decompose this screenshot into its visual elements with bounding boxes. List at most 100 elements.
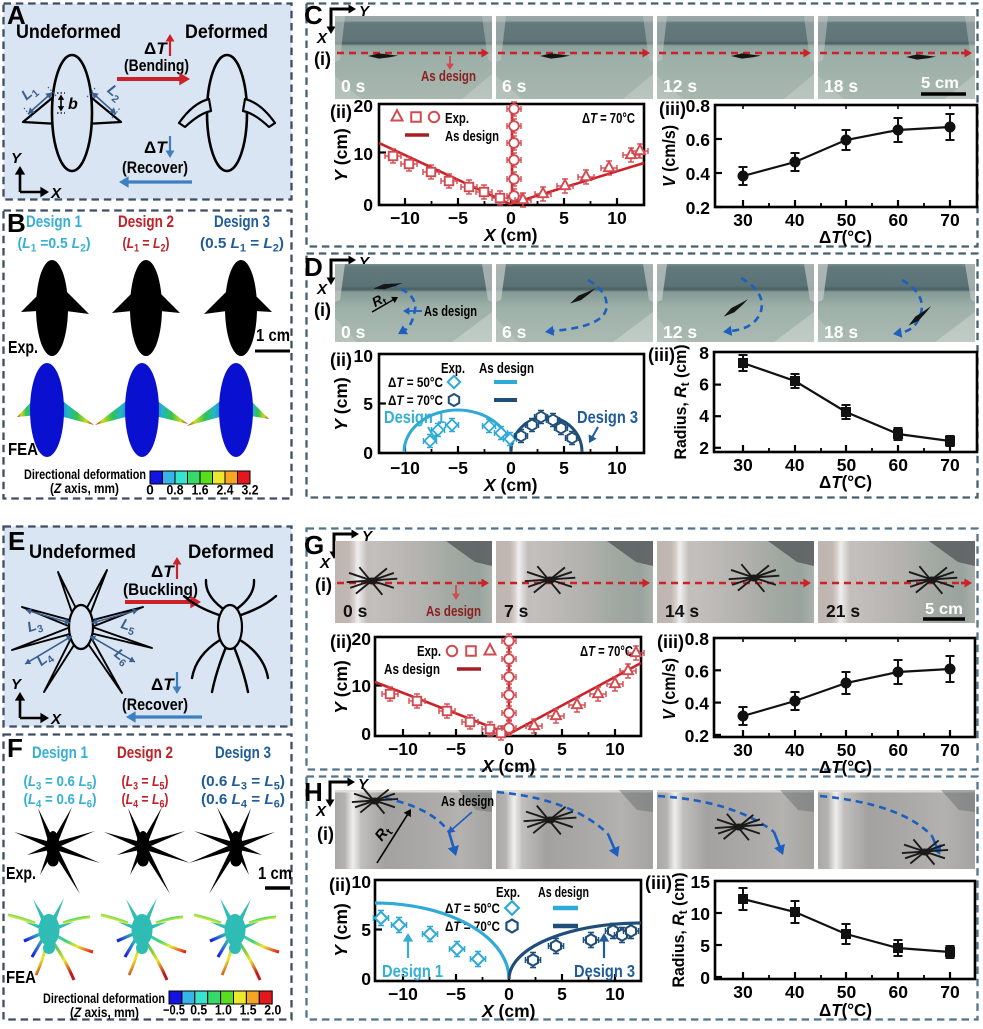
svg-text:As design: As design (441, 794, 494, 810)
svg-text:15: 15 (691, 872, 711, 892)
svg-text:(Buckling): (Buckling) (123, 580, 198, 599)
svg-text:40: 40 (785, 455, 805, 475)
svg-text:(ii): (ii) (330, 102, 352, 122)
svg-text:Design 3: Design 3 (214, 212, 270, 231)
svg-text:0.2: 0.2 (686, 198, 711, 218)
svg-text:Exp.: Exp. (417, 644, 441, 660)
svg-text:0 s: 0 s (341, 76, 366, 96)
svg-text:X (cm): X (cm) (483, 475, 538, 495)
svg-text:1.0: 1.0 (215, 1003, 232, 1018)
svg-text:(Z axis, mm): (Z axis, mm) (70, 1005, 139, 1020)
svg-text:(Recover): (Recover) (122, 158, 188, 177)
svg-text:X: X (316, 30, 328, 47)
svg-text:Y (cm): Y (cm) (331, 903, 351, 957)
svg-text:As design: As design (421, 69, 476, 85)
svg-text:Radius, Rt (cm): Radius, Rt (cm) (670, 873, 690, 988)
svg-text:(Recover): (Recover) (122, 695, 188, 714)
svg-text:ΔT: ΔT (151, 562, 175, 581)
svg-text:10: 10 (352, 872, 372, 892)
svg-text:(L4 = 0.6 L6): (L4 = 0.6 L6) (24, 791, 97, 811)
svg-text:Deformed: Deformed (185, 21, 268, 43)
svg-text:F: F (7, 733, 23, 763)
svg-text:C: C (304, 0, 323, 30)
svg-text:20: 20 (354, 96, 374, 116)
svg-text:(L1 =0.5 L2): (L1 =0.5 L2) (18, 235, 91, 255)
svg-text:(i): (i) (314, 300, 331, 320)
svg-text:10: 10 (607, 208, 627, 228)
svg-text:(iii): (iii) (657, 632, 684, 652)
svg-text:0.2: 0.2 (685, 726, 710, 746)
svg-text:1 cm: 1 cm (258, 863, 292, 883)
svg-text:30: 30 (733, 740, 753, 760)
svg-text:(i): (i) (317, 824, 334, 844)
svg-text:14 s: 14 s (665, 601, 699, 621)
svg-text:0.6: 0.6 (686, 130, 711, 150)
svg-text:(iii): (iii) (659, 99, 686, 119)
svg-text:FEA: FEA (6, 967, 36, 987)
svg-text:5: 5 (700, 936, 710, 956)
svg-text:21 s: 21 s (826, 601, 860, 621)
svg-text:ΔT = 70°C: ΔT = 70°C (582, 111, 635, 127)
svg-text:(ii): (ii) (330, 632, 352, 652)
svg-text:V (cm/s): V (cm/s) (659, 658, 679, 720)
svg-text:FEA: FEA (8, 439, 38, 459)
svg-text:X (cm): X (cm) (481, 756, 536, 776)
svg-text:−5: −5 (448, 208, 468, 228)
svg-text:As design: As design (384, 662, 440, 678)
svg-text:10: 10 (607, 458, 627, 478)
svg-text:Design 1: Design 1 (382, 961, 443, 981)
svg-text:Design 2: Design 2 (117, 743, 173, 762)
svg-text:60: 60 (889, 740, 909, 760)
svg-text:Design 3: Design 3 (574, 961, 635, 981)
svg-text:4: 4 (699, 406, 709, 426)
svg-text:X (cm): X (cm) (483, 225, 538, 245)
svg-text:70: 70 (940, 455, 960, 475)
svg-text:2.4: 2.4 (217, 483, 234, 498)
svg-text:5: 5 (363, 394, 373, 414)
svg-text:−10: −10 (388, 739, 418, 759)
svg-text:−5: −5 (446, 984, 466, 1004)
svg-text:B: B (7, 208, 26, 238)
svg-text:10: 10 (354, 144, 374, 164)
svg-text:−0.5: −0.5 (163, 1003, 185, 1018)
svg-text:Design 2: Design 2 (118, 212, 174, 231)
svg-text:0: 0 (361, 724, 371, 744)
svg-text:As design: As design (538, 885, 589, 901)
svg-text:ΔT(°C): ΔT(°C) (819, 757, 872, 777)
svg-text:5: 5 (361, 920, 371, 940)
svg-text:12 s: 12 s (663, 76, 697, 96)
svg-text:18 s: 18 s (824, 76, 858, 96)
svg-text:20: 20 (352, 629, 372, 649)
svg-text:5: 5 (557, 739, 567, 759)
svg-text:Deformed: Deformed (188, 541, 274, 563)
svg-text:6: 6 (699, 375, 709, 395)
svg-text:ΔT(°C): ΔT(°C) (819, 472, 872, 492)
svg-text:Undeformed: Undeformed (29, 541, 136, 563)
svg-text:Directional deformation: Directional deformation (24, 467, 146, 482)
svg-text:As design: As design (479, 361, 534, 377)
svg-text:8: 8 (699, 343, 709, 363)
svg-text:ΔT = 50°C: ΔT = 50°C (388, 375, 443, 390)
svg-text:70: 70 (940, 210, 960, 230)
svg-text:5 cm: 5 cm (925, 601, 963, 618)
svg-text:X: X (316, 281, 328, 298)
svg-text:0: 0 (700, 968, 710, 988)
svg-text:X: X (315, 803, 327, 820)
svg-text:As design: As design (424, 304, 477, 320)
svg-text:6 s: 6 s (502, 76, 527, 96)
svg-text:D: D (304, 252, 323, 282)
svg-text:60: 60 (889, 210, 909, 230)
svg-text:2: 2 (699, 438, 709, 458)
svg-text:E: E (8, 526, 25, 556)
svg-text:Exp.: Exp. (6, 863, 36, 883)
svg-text:Design 1: Design 1 (32, 743, 88, 762)
svg-text:10: 10 (354, 346, 374, 366)
svg-text:Directional deformation: Directional deformation (43, 991, 165, 1006)
svg-text:3.2: 3.2 (242, 483, 259, 498)
svg-text:12 s: 12 s (663, 322, 697, 342)
svg-text:X: X (50, 185, 62, 202)
svg-text:0 s: 0 s (341, 322, 366, 342)
svg-text:Design 3: Design 3 (577, 407, 638, 427)
svg-text:ΔT = 70°C: ΔT = 70°C (580, 644, 633, 660)
svg-text:0 s: 0 s (343, 601, 368, 621)
